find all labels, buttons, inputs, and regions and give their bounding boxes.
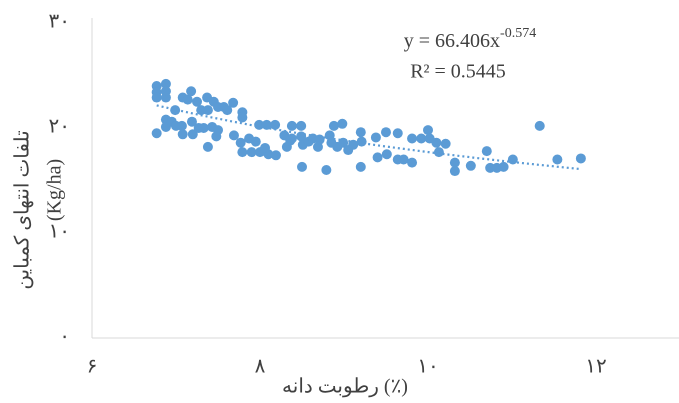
scatter-point — [182, 94, 193, 105]
scatter-point — [228, 130, 239, 141]
scatter-point — [160, 78, 171, 89]
equation-exponent: -0.574 — [500, 26, 536, 41]
scatter-point — [431, 137, 442, 148]
scatter-point — [407, 157, 418, 168]
equation-text: y = 66.406x — [404, 30, 500, 52]
scatter-point — [534, 120, 545, 131]
scatter-point — [355, 127, 366, 138]
scatter-point — [296, 120, 307, 131]
y-tick-label: ۲۰ — [49, 116, 70, 138]
scatter-point — [151, 128, 162, 139]
x-tick-label: ۱۲ — [585, 356, 606, 378]
scatter-point — [355, 161, 366, 172]
scatter-point — [338, 137, 349, 148]
scatter-point — [237, 147, 248, 158]
scatter-point — [381, 127, 391, 138]
scatter-point — [192, 96, 202, 107]
scatter-point — [202, 141, 213, 152]
scatter-point — [507, 154, 518, 165]
scatter-point — [407, 133, 418, 144]
scatter-point — [213, 125, 223, 136]
scatter-point — [449, 166, 460, 177]
scatter-point — [398, 154, 409, 165]
scatter-point — [228, 97, 239, 108]
scatter-point — [575, 153, 586, 164]
scatter-point — [372, 152, 383, 163]
scatter-point — [250, 136, 261, 147]
r-squared: R² = 0.5445 — [410, 61, 506, 83]
scatter-point — [170, 105, 181, 116]
scatter-point — [297, 161, 307, 172]
scatter-point — [296, 131, 307, 142]
scatter-point — [552, 154, 563, 165]
y-tick-label: ۱۰ — [49, 221, 70, 243]
scatter-point — [423, 125, 433, 136]
scatter-point — [449, 157, 460, 168]
scatter-point — [186, 116, 197, 127]
x-tick-label: ۱۰ — [417, 356, 438, 378]
scatter-point — [270, 150, 281, 161]
scatter-point — [270, 119, 281, 130]
scatter-point — [498, 161, 509, 172]
scatter-point — [198, 123, 209, 133]
scatter-point — [187, 129, 198, 140]
y-tick-label: ۰ — [59, 326, 70, 348]
scatter-point — [356, 136, 367, 147]
scatter-point — [381, 149, 392, 160]
scatter-point — [237, 112, 248, 123]
scatter-point — [186, 86, 197, 97]
x-axis-label: رطوبت دانه (٪) — [282, 376, 408, 398]
scatter-point — [321, 165, 332, 175]
scatter-point — [481, 146, 492, 157]
scatter-point — [222, 105, 233, 116]
y-axis-label: (Kg/ha) — [44, 159, 66, 221]
scatter-point — [348, 139, 359, 150]
trendline — [156, 104, 582, 171]
scatter-point — [324, 130, 335, 141]
scatter-point — [440, 138, 451, 149]
scatter-point — [151, 92, 162, 103]
scatter-point — [246, 147, 257, 158]
scatter-point — [160, 92, 171, 103]
trendline-equation: y = 66.406x-0.574 — [404, 26, 536, 51]
scatter-point — [465, 160, 476, 171]
scatter-point — [337, 118, 348, 129]
scatter-point — [254, 119, 265, 130]
scatter-point — [328, 120, 339, 131]
scatter-point — [261, 119, 272, 130]
scatter-point — [260, 142, 271, 153]
scatter-point — [285, 135, 296, 146]
scatter-point — [314, 134, 325, 145]
y-axis-label: تلفات انتهای کمباین — [12, 130, 34, 289]
x-tick-label: ۸ — [255, 356, 266, 378]
scatter-point — [176, 120, 187, 131]
scatter-point — [392, 128, 403, 139]
scatter-point — [202, 105, 213, 116]
scatter-point — [286, 120, 297, 131]
scatter-point — [416, 133, 427, 144]
x-tick-label: ۶ — [87, 356, 98, 378]
y-tick-label: ۳۰ — [49, 11, 70, 33]
scatter-point — [177, 129, 188, 140]
scatter-point — [370, 132, 381, 143]
scatter-point — [433, 147, 444, 158]
scatter-point — [235, 137, 246, 148]
